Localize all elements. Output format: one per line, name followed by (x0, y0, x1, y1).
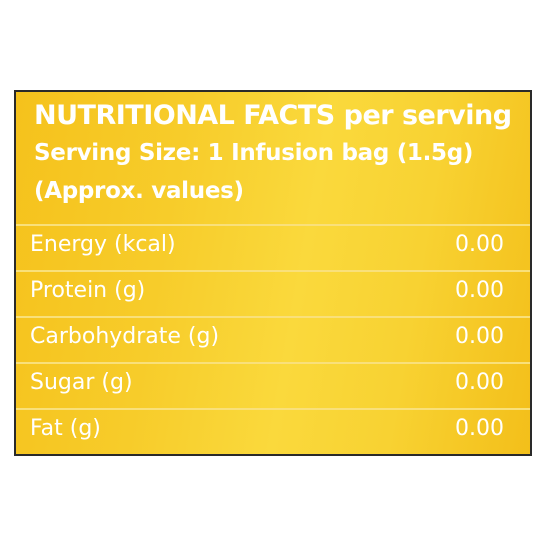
nutrient-value: 0.00 (455, 324, 504, 349)
nutrient-value: 0.00 (455, 416, 504, 441)
serving-size: Serving Size: 1 Infusion bag (1.5g) (34, 140, 474, 166)
nutrition-title-suffix: per serving (343, 100, 512, 131)
nutrition-facts-panel: NUTRITIONAL FACTS per serving Serving Si… (14, 90, 532, 456)
nutrient-row-fat: Fat (g) 0.00 (16, 408, 530, 454)
nutrition-title-main: NUTRITIONAL FACTS (34, 100, 335, 131)
nutrient-value: 0.00 (455, 278, 504, 303)
nutrient-label: Carbohydrate (g) (30, 324, 220, 349)
nutrient-label: Fat (g) (30, 416, 101, 441)
nutrition-title: NUTRITIONAL FACTS per serving (34, 100, 512, 131)
nutrient-row-energy: Energy (kcal) 0.00 (16, 224, 530, 270)
nutrient-label: Energy (kcal) (30, 232, 176, 257)
nutrient-row-protein: Protein (g) 0.00 (16, 270, 530, 316)
nutrient-label: Protein (g) (30, 278, 146, 303)
approx-note: (Approx. values) (34, 178, 244, 204)
nutrient-row-carbohydrate: Carbohydrate (g) 0.00 (16, 316, 530, 362)
nutrient-row-sugar: Sugar (g) 0.00 (16, 362, 530, 408)
nutrient-value: 0.00 (455, 370, 504, 395)
nutrient-value: 0.00 (455, 232, 504, 257)
nutrient-label: Sugar (g) (30, 370, 133, 395)
